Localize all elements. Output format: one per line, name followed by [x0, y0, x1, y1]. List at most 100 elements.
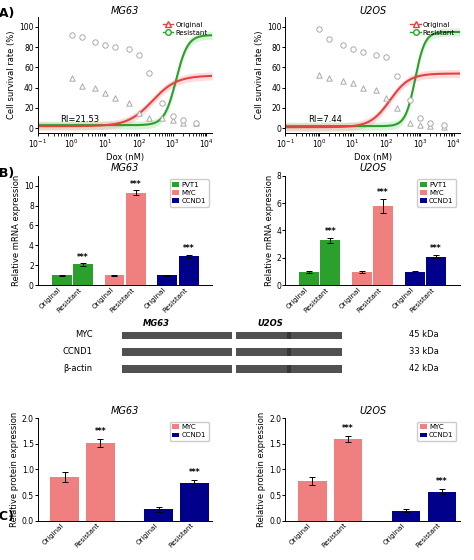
Point: [101, 41, 109, 50]
Y-axis label: Cell survival rate (%): Cell survival rate (%): [255, 31, 264, 119]
Point: [427, 122, 434, 130]
Title: MG63: MG63: [111, 164, 139, 174]
Text: ***: ***: [342, 424, 354, 433]
Legend: MYC, CCND1: MYC, CCND1: [170, 422, 209, 441]
Point: [383, 94, 390, 102]
Title: MG63: MG63: [111, 6, 139, 16]
Point: [359, 48, 367, 57]
Point: [169, 115, 176, 124]
Point: [78, 81, 85, 90]
Text: (A): (A): [0, 7, 16, 21]
Text: 33 kDa: 33 kDa: [409, 347, 439, 356]
Text: β-actin: β-actin: [64, 364, 93, 373]
Point: [192, 119, 200, 128]
Point: [349, 78, 356, 87]
Bar: [352, 272, 372, 285]
Bar: [105, 276, 125, 285]
Point: [406, 95, 414, 104]
Point: [159, 99, 166, 108]
Text: U2OS: U2OS: [257, 319, 283, 328]
Point: [427, 119, 434, 128]
Bar: [122, 365, 177, 373]
X-axis label: Dox (nM): Dox (nM): [354, 153, 392, 162]
Point: [339, 41, 346, 50]
Y-axis label: Cell survival rate (%): Cell survival rate (%): [8, 31, 17, 119]
Legend: Original, Resistant: Original, Resistant: [409, 20, 456, 37]
Title: MG63: MG63: [111, 406, 139, 416]
Point: [192, 119, 200, 128]
Point: [125, 45, 133, 54]
Y-axis label: Relative mRNA expression: Relative mRNA expression: [264, 175, 273, 286]
Text: MG63: MG63: [143, 319, 170, 328]
Text: ***: ***: [189, 468, 200, 477]
Bar: [50, 477, 79, 521]
Bar: [426, 256, 446, 285]
Text: RI=21.53: RI=21.53: [61, 115, 100, 124]
Bar: [157, 276, 177, 285]
X-axis label: Dox (nM): Dox (nM): [106, 153, 144, 162]
Text: ***: ***: [95, 427, 106, 436]
Point: [315, 70, 323, 79]
Legend: Original, Resistant: Original, Resistant: [161, 20, 209, 37]
Point: [91, 83, 99, 92]
Text: 45 kDa: 45 kDa: [409, 330, 439, 339]
Point: [179, 115, 187, 124]
Bar: [177, 348, 232, 356]
Bar: [405, 272, 425, 285]
Bar: [177, 332, 232, 339]
Point: [91, 38, 99, 46]
Bar: [298, 480, 327, 521]
Point: [416, 114, 424, 123]
Bar: [392, 511, 420, 521]
Point: [326, 73, 333, 82]
Text: RI=7.44: RI=7.44: [308, 115, 342, 124]
Bar: [73, 264, 93, 285]
Point: [349, 45, 356, 54]
Text: MYC: MYC: [75, 330, 93, 339]
Point: [159, 114, 166, 123]
Point: [78, 32, 85, 41]
Point: [373, 85, 380, 94]
Point: [125, 99, 133, 108]
Text: (B): (B): [0, 167, 16, 180]
Point: [68, 73, 75, 82]
Bar: [52, 276, 72, 285]
Point: [383, 53, 390, 62]
Y-axis label: Relative protein expression: Relative protein expression: [10, 412, 19, 527]
Legend: PVT1, MYC, CCND1: PVT1, MYC, CCND1: [170, 179, 209, 207]
Bar: [236, 365, 291, 373]
Bar: [144, 510, 173, 521]
Point: [111, 43, 119, 52]
Title: U2OS: U2OS: [359, 164, 386, 174]
Point: [339, 76, 346, 85]
Y-axis label: Relative mRNA expression: Relative mRNA expression: [12, 175, 21, 286]
Bar: [122, 332, 177, 339]
Text: 42 kDa: 42 kDa: [409, 364, 439, 373]
Bar: [177, 365, 232, 373]
Bar: [287, 348, 342, 356]
Bar: [299, 272, 319, 285]
Point: [169, 111, 176, 120]
Point: [440, 121, 447, 130]
Text: ***: ***: [325, 227, 336, 236]
Title: U2OS: U2OS: [359, 406, 386, 416]
Y-axis label: Relative protein expression: Relative protein expression: [257, 412, 266, 527]
Text: CCND1: CCND1: [63, 347, 93, 356]
Point: [68, 31, 75, 40]
Bar: [179, 256, 199, 285]
Bar: [287, 332, 342, 339]
Text: ***: ***: [77, 253, 89, 262]
Text: ***: ***: [377, 188, 389, 197]
Bar: [334, 438, 362, 521]
Bar: [287, 365, 342, 373]
Bar: [126, 193, 146, 285]
Text: (C): (C): [0, 510, 15, 523]
Bar: [428, 492, 456, 521]
Text: ***: ***: [436, 477, 448, 487]
Bar: [236, 348, 291, 356]
Point: [135, 109, 143, 118]
Point: [101, 88, 109, 97]
Point: [393, 71, 401, 80]
Text: ***: ***: [183, 244, 194, 253]
Point: [315, 25, 323, 34]
